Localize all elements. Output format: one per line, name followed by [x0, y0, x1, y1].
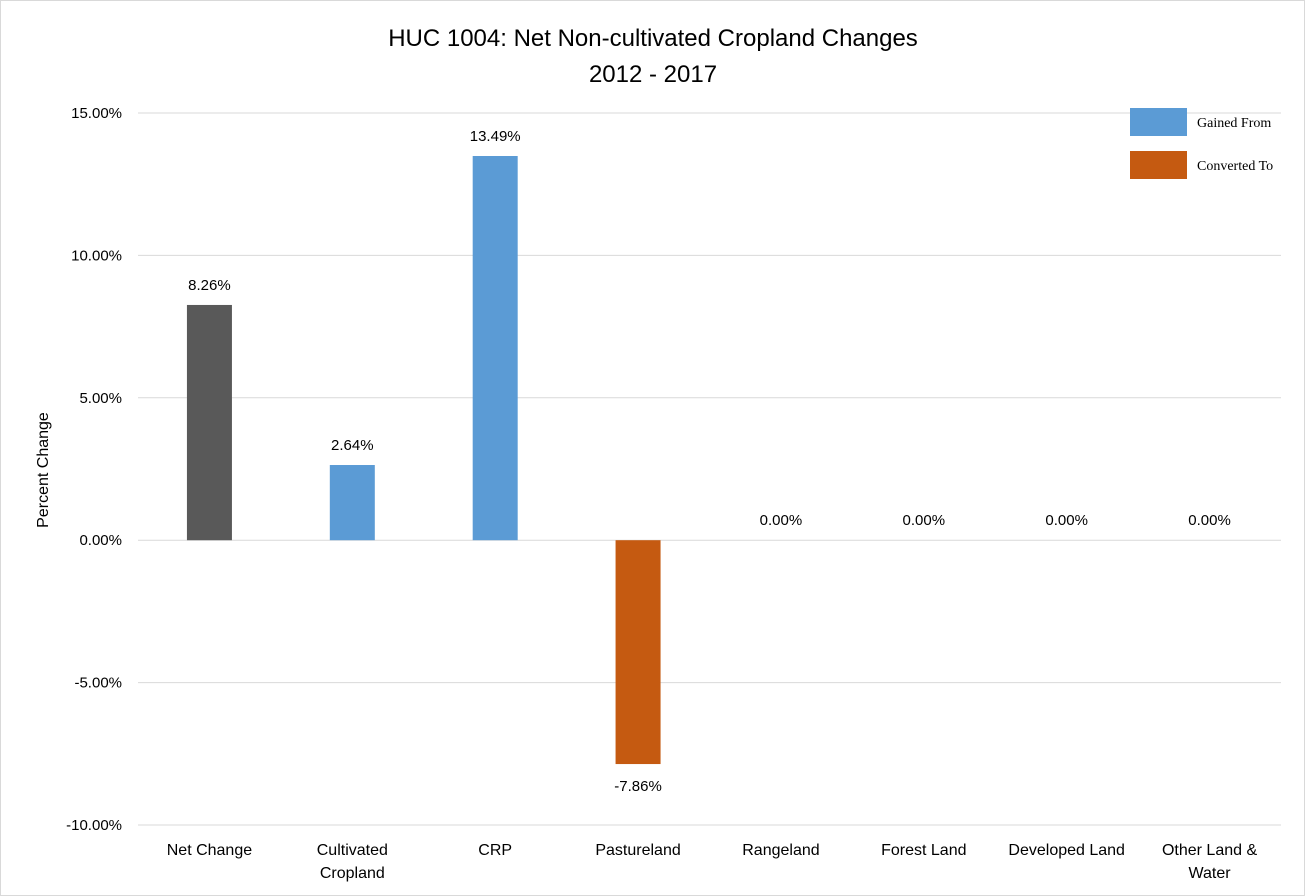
y-tick-label: -5.00% — [74, 675, 122, 692]
data-label: 13.49% — [470, 128, 521, 145]
bar — [329, 465, 375, 541]
data-label: -7.86% — [614, 778, 662, 795]
data-label: 0.00% — [760, 512, 803, 529]
category-labels: Net Change Cultivated Cropland CRP Pasturela… — [167, 842, 1258, 882]
legend: Gained From Converted To — [1130, 108, 1273, 179]
bar — [472, 156, 518, 541]
data-labels: 8.26% 2.64% 13.49% -7.86% 0.00% 0.00% 0.00% 0.0… — [188, 128, 1231, 795]
category-label: CRP — [478, 842, 512, 859]
bar — [186, 304, 232, 541]
legend-label: Converted To — [1197, 159, 1273, 174]
y-axis-title: Percent Change — [35, 412, 52, 528]
bar — [615, 540, 661, 765]
y-tick-label: -10.00% — [66, 817, 122, 834]
legend-swatch — [1130, 108, 1187, 136]
gridlines — [138, 112, 1281, 826]
category-label: Cultivated — [317, 842, 388, 859]
data-label: 2.64% — [331, 437, 374, 454]
data-label: 0.00% — [1045, 512, 1088, 529]
category-label: Water — [1189, 865, 1232, 882]
category-label: Forest Land — [881, 842, 966, 859]
y-tick-label: 0.00% — [79, 532, 122, 549]
y-tick-label: 15.00% — [71, 105, 122, 122]
y-tick-label: 10.00% — [71, 247, 122, 264]
chart-subtitle: 2012 - 2017 — [589, 61, 717, 88]
category-label: Cropland — [320, 865, 385, 882]
category-label: Pastureland — [595, 842, 680, 859]
y-axis-ticks: 15.00% 10.00% 5.00% 0.00% -5.00% -10.00% — [66, 105, 122, 834]
legend-swatch — [1130, 151, 1187, 179]
category-label: Rangeland — [742, 842, 819, 859]
data-label: 8.26% — [188, 277, 231, 294]
category-label: Developed Land — [1008, 842, 1125, 859]
data-label: 0.00% — [1188, 512, 1231, 529]
category-label: Other Land & — [1162, 842, 1258, 859]
bars — [186, 156, 661, 765]
category-label: Net Change — [167, 842, 252, 859]
y-tick-label: 5.00% — [79, 390, 122, 407]
legend-label: Gained From — [1197, 116, 1271, 131]
chart-title: HUC 1004: Net Non-cultivated Cropland Ch… — [388, 25, 918, 52]
data-label: 0.00% — [903, 512, 946, 529]
